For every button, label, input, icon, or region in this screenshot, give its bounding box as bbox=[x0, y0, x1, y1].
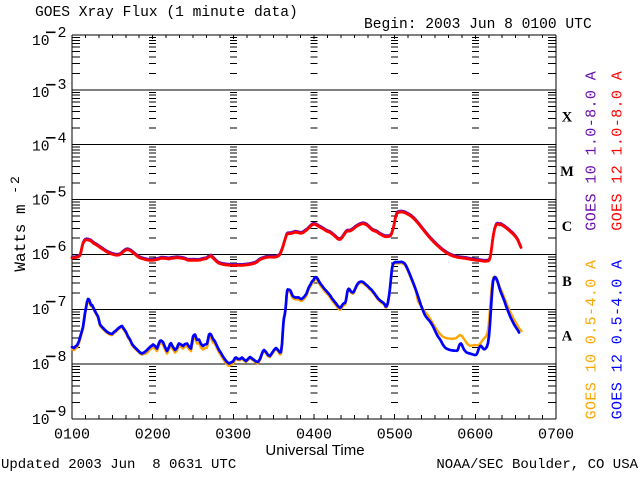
svg-text:GOES 12 0.5-4.0 A: GOES 12 0.5-4.0 A bbox=[610, 260, 627, 420]
svg-text:M: M bbox=[560, 164, 574, 180]
svg-text:C: C bbox=[562, 219, 572, 235]
svg-text:NOAA/SEC Boulder, CO USA: NOAA/SEC Boulder, CO USA bbox=[436, 457, 638, 473]
svg-text:0500: 0500 bbox=[377, 427, 413, 444]
svg-text:Watts m: Watts m bbox=[12, 204, 30, 271]
svg-text:10: 10 bbox=[32, 248, 50, 264]
svg-text:GOES 10 0.5-4.0 A: GOES 10 0.5-4.0 A bbox=[584, 260, 601, 420]
svg-text:0600: 0600 bbox=[457, 427, 493, 444]
svg-text:6: 6 bbox=[58, 239, 67, 256]
svg-text:8: 8 bbox=[58, 349, 67, 366]
svg-text:Updated 2003 Jun 8 0631 UTC: Updated 2003 Jun 8 0631 UTC bbox=[1, 457, 236, 473]
svg-text:10: 10 bbox=[32, 139, 50, 155]
svg-text:A: A bbox=[562, 329, 573, 345]
svg-text:Universal Time: Universal Time bbox=[265, 442, 364, 459]
svg-text:0200: 0200 bbox=[135, 427, 171, 444]
svg-text:GOES 10 1.0-8.0 A: GOES 10 1.0-8.0 A bbox=[584, 71, 601, 231]
svg-text:GOES Xray Flux (1 minute data): GOES Xray Flux (1 minute data) bbox=[35, 5, 298, 21]
svg-text:2: 2 bbox=[58, 25, 67, 42]
svg-text:3: 3 bbox=[58, 77, 67, 94]
svg-text:9: 9 bbox=[58, 404, 67, 421]
svg-text:0300: 0300 bbox=[215, 427, 251, 444]
svg-text:4: 4 bbox=[58, 130, 67, 147]
svg-text:10: 10 bbox=[32, 193, 50, 209]
svg-text:-2: -2 bbox=[8, 174, 23, 194]
svg-text:5: 5 bbox=[58, 184, 67, 201]
svg-text:GOES 12 1.0-8.0 A: GOES 12 1.0-8.0 A bbox=[610, 71, 627, 231]
svg-text:7: 7 bbox=[58, 294, 67, 311]
svg-text:10: 10 bbox=[32, 86, 50, 102]
svg-text:10: 10 bbox=[32, 358, 50, 374]
svg-text:Begin: 2003 Jun 8 0100 UTC: Begin: 2003 Jun 8 0100 UTC bbox=[364, 17, 592, 33]
svg-text:0700: 0700 bbox=[538, 427, 574, 444]
svg-text:10: 10 bbox=[32, 413, 50, 429]
svg-text:0100: 0100 bbox=[54, 427, 90, 444]
svg-text:10: 10 bbox=[32, 34, 50, 50]
svg-text:10: 10 bbox=[32, 303, 50, 319]
svg-text:0400: 0400 bbox=[296, 427, 332, 444]
svg-text:X: X bbox=[562, 109, 573, 125]
svg-text:B: B bbox=[562, 274, 572, 290]
